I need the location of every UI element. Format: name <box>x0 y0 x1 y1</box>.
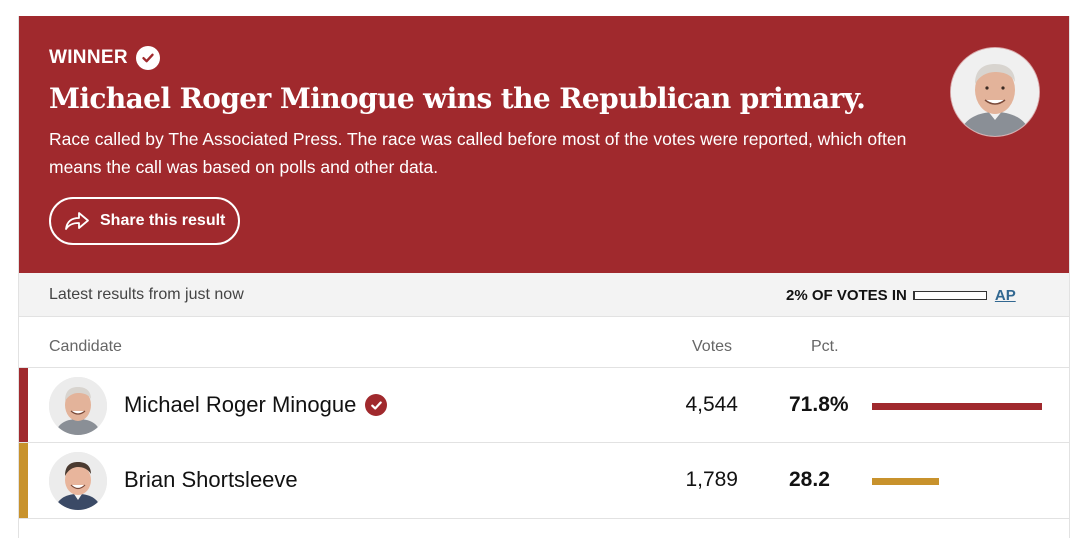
winner-label: WINNER <box>49 47 128 68</box>
candidate-avatar <box>49 377 107 435</box>
pct-bar <box>872 478 939 485</box>
header-pct: Pct. <box>811 338 839 355</box>
share-arrow-icon <box>65 212 89 230</box>
pct-bar-track <box>872 403 1042 410</box>
votes-in-progress-bar <box>912 291 987 300</box>
winner-avatar <box>951 48 1039 136</box>
pct-bar-track <box>872 478 1042 485</box>
header-votes: Votes <box>692 338 733 355</box>
candidate-avatar <box>49 452 107 510</box>
results-card: WINNER Michael Roger Minogue wins the Re… <box>18 16 1070 538</box>
candidate-name: Brian Shortsleeve <box>124 467 298 493</box>
votes-in-progress-fill <box>913 292 916 299</box>
candidate-pct: 71.8% <box>789 393 849 416</box>
header-candidate: Candidate <box>49 338 122 355</box>
results-status-bar: Latest results from just now 2% OF VOTES… <box>19 273 1069 317</box>
candidate-name: Michael Roger Minogue <box>124 392 388 418</box>
candidate-color-stripe <box>19 443 28 518</box>
candidate-votes: 1,789 <box>685 468 738 491</box>
votes-in-indicator: 2% OF VOTES IN AP <box>786 287 1016 304</box>
pct-bar <box>872 403 1042 410</box>
winner-checkmark-icon <box>365 394 388 416</box>
winner-label-row: WINNER <box>49 45 160 71</box>
candidate-row-minogue: Michael Roger Minogue 4,544 71.8% <box>19 367 1069 443</box>
candidate-votes: 4,544 <box>685 393 738 416</box>
ap-source-link[interactable]: AP <box>994 287 1016 304</box>
candidate-name-text: Michael Roger Minogue <box>124 392 357 417</box>
votes-in-label: 2% OF VOTES IN <box>786 287 907 304</box>
winner-banner: WINNER Michael Roger Minogue wins the Re… <box>19 16 1069 273</box>
share-label: Share this result <box>100 212 226 229</box>
headline: Michael Roger Minogue wins the Republica… <box>49 82 866 115</box>
candidate-color-stripe <box>19 368 28 442</box>
race-call-note: Race called by The Associated Press. The… <box>49 129 907 177</box>
share-result-button[interactable]: Share this result <box>49 197 240 245</box>
checkmark-circle-icon <box>135 46 160 70</box>
candidate-pct: 28.2 <box>789 468 830 491</box>
candidate-name-text: Brian Shortsleeve <box>124 467 298 492</box>
candidate-row-shortsleeve: Brian Shortsleeve 1,789 28.2 <box>19 443 1069 519</box>
last-updated: Latest results from just now <box>49 286 244 303</box>
